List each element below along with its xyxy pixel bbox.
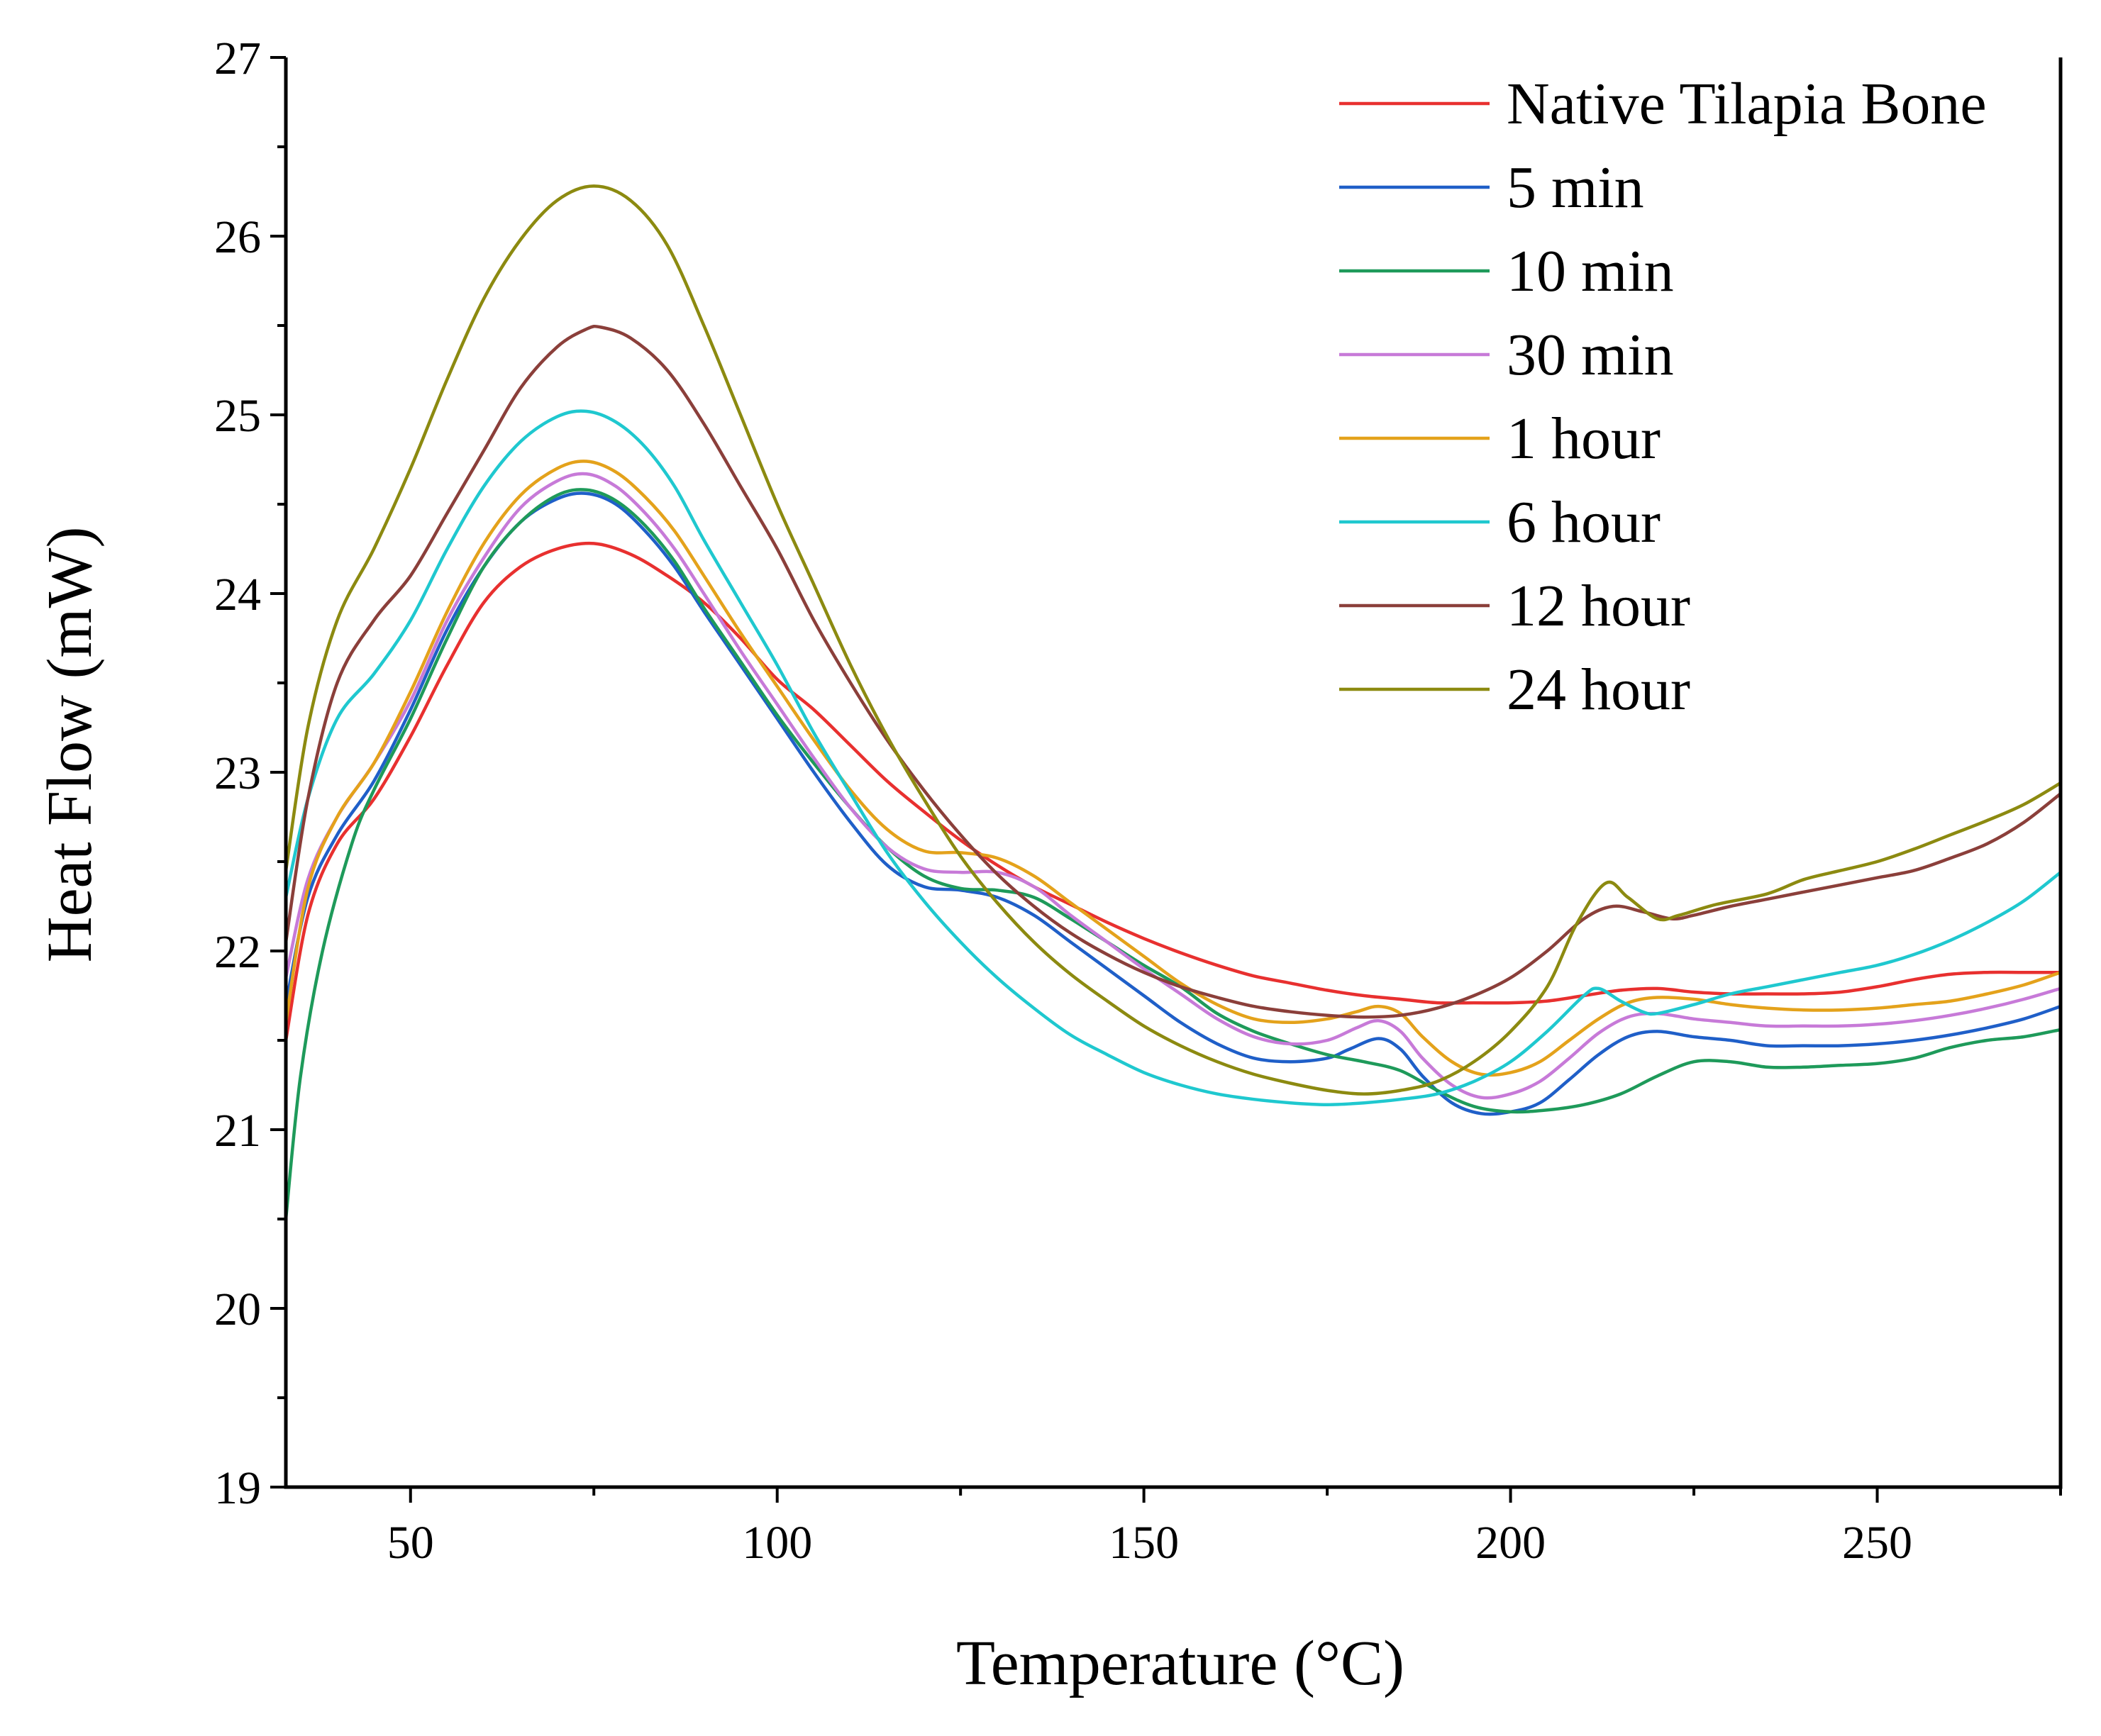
series-line-5 — [286, 409, 2061, 1106]
x-tick-label: 150 — [1109, 1517, 1179, 1569]
legend-label: 1 hour — [1507, 406, 1661, 472]
ticks: 19 20 21 22 23 24 25 26 27 50 100 150 200 250 — [214, 33, 2062, 1569]
y-tick-label: 23 — [214, 747, 261, 799]
x-tick-label: 50 — [387, 1517, 434, 1569]
legend-label: 6 hour — [1507, 489, 1661, 555]
series-line-3 — [286, 472, 2061, 1100]
legend-label: 10 min — [1507, 238, 1674, 304]
x-tick-label: 100 — [742, 1517, 812, 1569]
series-line-2 — [286, 488, 2061, 1221]
plot-lines — [286, 184, 2061, 1221]
y-tick-label: 24 — [214, 569, 261, 621]
series-line-7 — [286, 184, 2061, 1096]
y-axis-title: Heat Flow (mW) — [35, 527, 105, 963]
y-tick-label: 20 — [214, 1284, 261, 1335]
y-tick-label: 25 — [214, 390, 261, 442]
x-tick-label: 250 — [1842, 1517, 1912, 1569]
x-tick-label: 200 — [1475, 1517, 1546, 1569]
series-line-4 — [286, 460, 2061, 1077]
x-axis-title: Temperature (°C) — [956, 1628, 1404, 1698]
y-tick-label: 19 — [214, 1462, 261, 1514]
legend: Native Tilapia Bone 5 min 10 min 30 min 1 ho… — [1339, 71, 1987, 723]
series-line-1 — [286, 491, 2061, 1116]
y-tick-label: 22 — [214, 926, 261, 978]
axis-frame — [284, 57, 2063, 1489]
legend-label: Native Tilapia Bone — [1507, 71, 1987, 137]
y-tick-label: 26 — [214, 211, 261, 263]
y-tick-label: 27 — [214, 33, 261, 84]
legend-label: 5 min — [1507, 155, 1644, 221]
series-line-0 — [286, 541, 2061, 1042]
y-tick-label: 21 — [214, 1105, 261, 1157]
legend-label: 12 hour — [1507, 573, 1690, 639]
series-line-6 — [286, 324, 2061, 1019]
legend-label: 30 min — [1507, 322, 1674, 388]
axes — [284, 57, 2063, 1489]
legend-label: 24 hour — [1507, 657, 1690, 723]
